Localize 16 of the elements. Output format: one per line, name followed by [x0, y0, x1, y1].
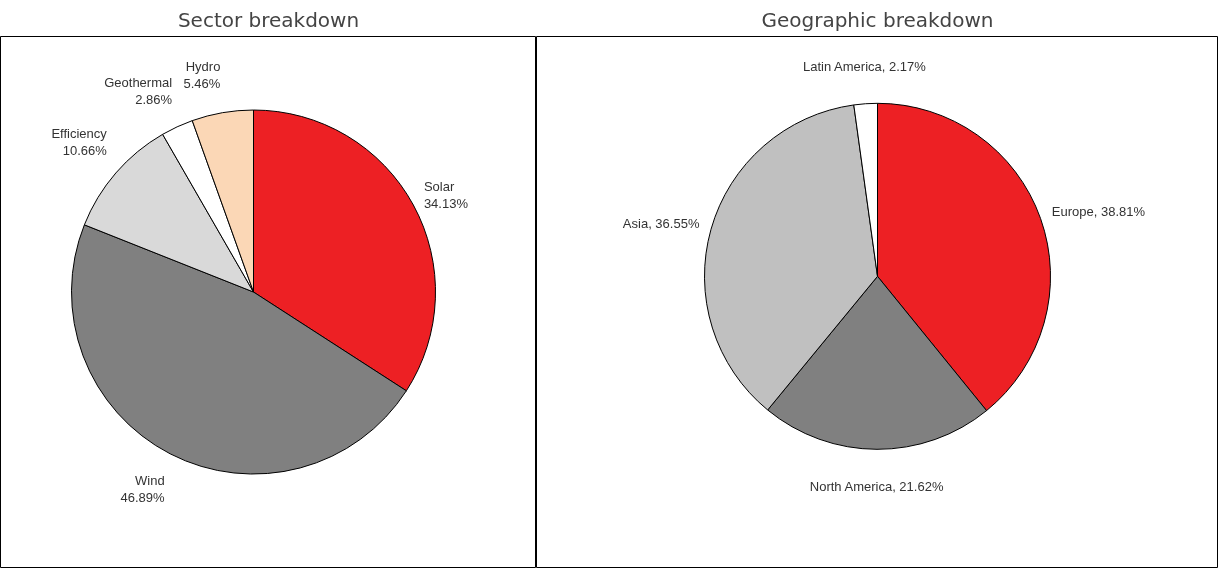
slice-label: Hydro [185, 58, 221, 74]
slice-label: Europe, 38.81% [1051, 204, 1146, 220]
slice-label: Wind [134, 473, 165, 489]
slice-label: Geothermal [104, 74, 173, 90]
slice-label: North America, 21.62% [809, 479, 944, 495]
slice-label: Efficiency [51, 126, 108, 142]
data-label: 34.13% [423, 196, 469, 211]
slice-label: Asia, 36.55% [622, 216, 700, 232]
data-label: 46.89% [120, 490, 166, 506]
chart-title: Sector breakdown [177, 7, 360, 32]
data-label: 10.66% [62, 143, 108, 159]
chart-title: Geographic breakdown [761, 7, 994, 32]
slice-label: Solar [423, 178, 455, 194]
data-label: 5.46% [183, 76, 221, 92]
slice-label: Latin America, 2.17% [803, 58, 927, 74]
data-label: 2.86% [135, 91, 173, 107]
